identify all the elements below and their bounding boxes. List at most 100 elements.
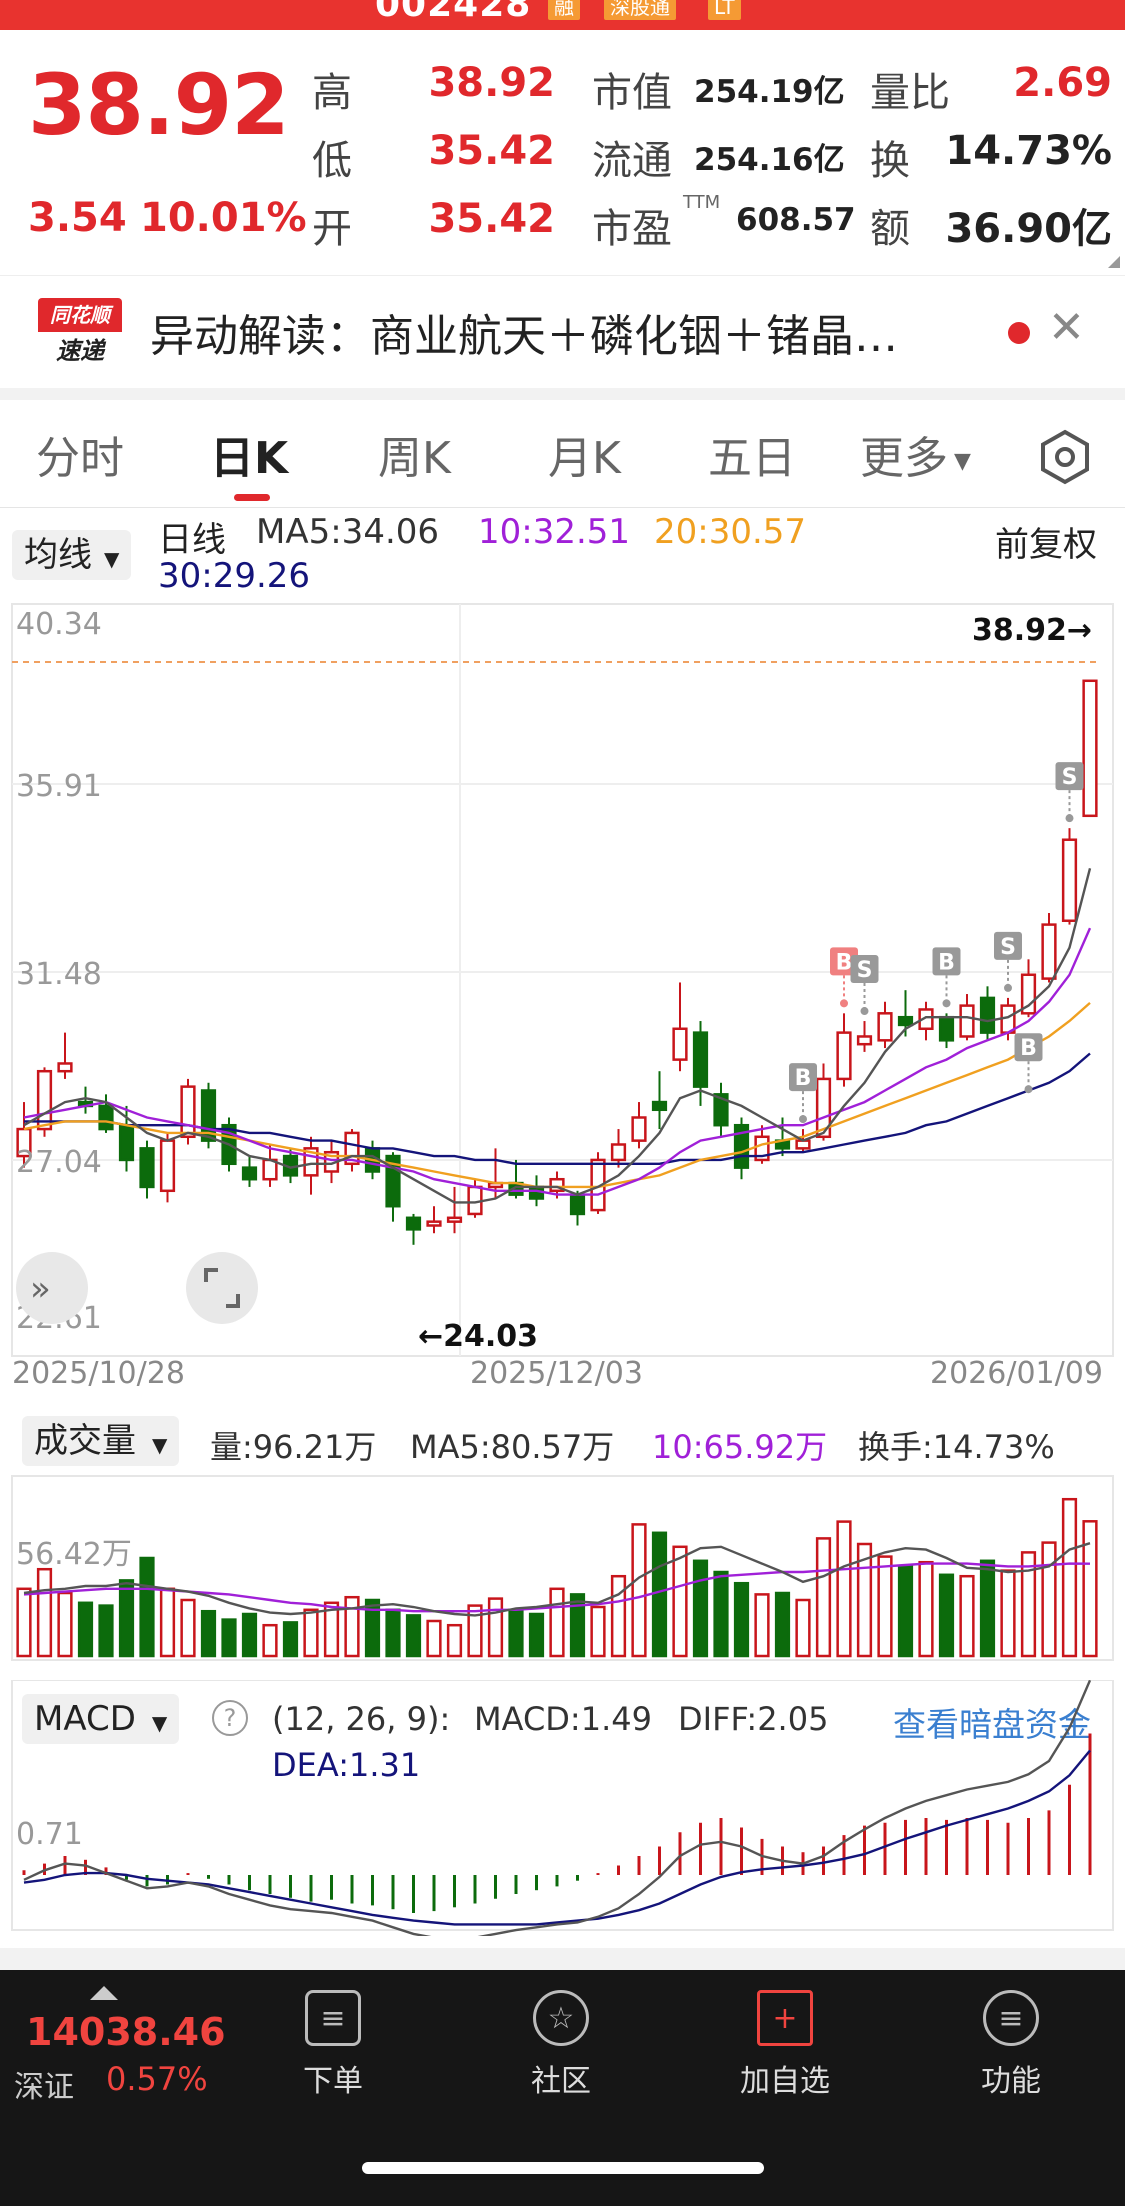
tab-intraday[interactable]: 分时 — [36, 433, 124, 484]
candle-body — [1041, 923, 1057, 980]
signal-dot — [860, 1007, 869, 1016]
x-label-mid: 2025/12/03 — [470, 1356, 643, 1391]
volume-bar — [631, 1523, 647, 1658]
volume-chart[interactable]: 56.42万 — [0, 1474, 1125, 1664]
high-value: 38.92 — [428, 60, 555, 106]
volume-bar — [241, 1612, 258, 1658]
low-price-marker: ←24.03 — [418, 1319, 538, 1354]
float-label: 流通 — [592, 138, 672, 184]
adjust-mode[interactable]: 前复权 — [995, 525, 1097, 565]
stock-code: 002428 — [375, 0, 532, 25]
top-bar: 002428 融 深股通 LT — [0, 0, 1125, 30]
candle-body — [631, 1116, 647, 1142]
ma30-value: 30:29.26 — [158, 556, 311, 596]
corner-expand-icon[interactable] — [1108, 256, 1120, 268]
news-ticker[interactable]: 同花顺 速递 异动解读：商业航天＋磷化铟＋锗晶… ✕ — [0, 275, 1125, 390]
volratio-value: 2.69 — [1013, 60, 1112, 106]
macd-y-label: 0.71 — [16, 1817, 83, 1852]
buy-signal-marker: B — [932, 947, 961, 1008]
close-icon[interactable]: ✕ — [1048, 302, 1085, 353]
volratio-label: 量比 — [870, 70, 950, 116]
tab-monthly-k[interactable]: 月K — [548, 433, 621, 484]
dropdown-arrow-icon: ▼ — [104, 547, 120, 571]
pe-value: 608.57 — [736, 202, 856, 238]
tab-daily-k[interactable]: 日K — [210, 433, 289, 484]
nav-functions-button[interactable]: ≡ 功能 — [946, 1990, 1076, 2100]
y-label-4: 27.04 — [16, 1145, 102, 1180]
volume-bar — [549, 1587, 565, 1658]
volume-bar — [836, 1520, 852, 1658]
document-icon: ≡ — [305, 1990, 361, 2046]
settings-hexagon-icon[interactable] — [1036, 428, 1094, 486]
index-value[interactable]: 14038.46 — [26, 2010, 226, 2054]
volume-ma10: 10:65.92万 — [652, 1428, 828, 1466]
candle-body — [672, 1027, 688, 1061]
candle-body — [610, 1143, 627, 1162]
signal-dot — [799, 1115, 807, 1124]
news-text[interactable]: 异动解读：商业航天＋磷化铟＋锗晶… — [150, 311, 898, 362]
home-indicator — [362, 2162, 764, 2174]
ma-dropdown[interactable]: 均线 ▼ — [12, 530, 132, 580]
volume-bar — [528, 1612, 545, 1658]
candle-body — [1061, 838, 1078, 922]
price-change: 3.54 — [28, 195, 127, 241]
volume-bar — [754, 1593, 770, 1658]
candle-body — [836, 1031, 852, 1081]
period-label: 日线 — [158, 520, 226, 560]
volume-bar — [262, 1623, 278, 1658]
logo-bottom-text: 速递 — [56, 337, 104, 365]
tab-weekly-k[interactable]: 周K — [378, 433, 451, 484]
help-icon[interactable]: ? — [212, 1700, 248, 1736]
nav-community-button[interactable]: ☆ 社区 — [496, 1990, 626, 2100]
sell-signal-marker: S — [994, 931, 1022, 992]
candle-body — [446, 1216, 463, 1223]
nav-add-watchlist-label: 加自选 — [740, 2064, 830, 2099]
nav-functions-label: 功能 — [981, 2064, 1041, 2099]
volume-bar — [36, 1567, 53, 1658]
nav-add-watchlist-button[interactable]: + 加自选 — [720, 1990, 850, 2100]
tab-more-label: 更多 — [860, 433, 948, 484]
low-value: 35.42 — [428, 128, 555, 174]
signal-dot — [1024, 1085, 1033, 1094]
volume-bar — [364, 1598, 381, 1658]
dea-value: DEA:1.31 — [272, 1746, 421, 1784]
dark-pool-link[interactable]: 查看暗盘资金 — [893, 1705, 1091, 1744]
vol_ma5-line — [23, 1542, 1091, 1617]
mktcap-value: 254.19亿 — [694, 74, 845, 110]
section-gap — [0, 388, 1125, 400]
amount-label: 额 — [870, 206, 910, 252]
dropdown-arrow-icon: ▼ — [152, 1433, 168, 1457]
volume-bar — [672, 1545, 688, 1658]
connect-tag: 深股通 — [604, 0, 676, 20]
volume-bar — [118, 1579, 135, 1658]
tab-more[interactable]: 更多 ▼ — [860, 422, 971, 486]
volume-dropdown[interactable]: 成交量 ▼ — [22, 1416, 180, 1466]
candle-body — [651, 1100, 668, 1112]
volume-value: 量:96.21万 — [210, 1428, 377, 1466]
volume-bar — [487, 1597, 504, 1658]
mktcap-label: 市值 — [592, 70, 672, 116]
macd-dropdown-label: MACD — [34, 1699, 136, 1739]
candle-body — [241, 1166, 258, 1181]
diff-value: DIFF:2.05 — [678, 1700, 829, 1738]
turnover-value: 14.73% — [945, 128, 1112, 174]
candle-body — [877, 1012, 893, 1042]
candle-body — [979, 996, 996, 1034]
candle-body — [405, 1216, 422, 1231]
tab-five-day[interactable]: 五日 — [708, 433, 796, 484]
signal-label: B — [795, 1066, 812, 1091]
volume-bar — [221, 1618, 237, 1658]
expand-sidebar-button[interactable]: » — [16, 1252, 88, 1324]
macd-chart[interactable]: 0.71 — [0, 1680, 1125, 1936]
volume-bar — [508, 1608, 524, 1658]
volume-bar — [139, 1556, 155, 1658]
macd-dropdown[interactable]: MACD ▼ — [22, 1694, 180, 1744]
volume-bar — [405, 1614, 422, 1658]
high-label: 高 — [312, 70, 352, 116]
volume-bar — [590, 1605, 606, 1658]
fullscreen-button[interactable] — [186, 1252, 258, 1324]
nav-order-button[interactable]: ≡ 下单 — [268, 1990, 398, 2100]
candle-body — [959, 1004, 975, 1038]
buy-signal-marker: B — [1014, 1033, 1043, 1094]
